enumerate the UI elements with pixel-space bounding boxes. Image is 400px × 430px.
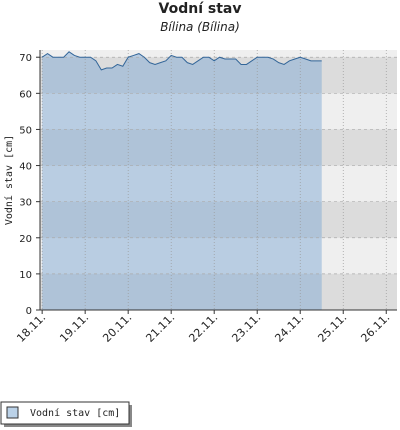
x-tick-label: 26.11. — [358, 311, 392, 345]
band — [40, 201, 397, 238]
band — [40, 273, 397, 310]
x-tick-label: 19.11. — [57, 311, 91, 345]
y-tick-label: 50 — [19, 125, 32, 136]
band — [40, 129, 397, 166]
chart-title: Vodní stav — [159, 1, 242, 17]
y-tick-label: 10 — [19, 270, 32, 281]
chart-subtitle: Bílina (Bílina) — [160, 20, 240, 34]
line — [41, 51, 322, 71]
y-tick-label: 0 — [26, 306, 32, 317]
legend-swatch — [6, 406, 19, 419]
x-tick-label: 25.11. — [315, 311, 349, 345]
area — [42, 51, 322, 311]
y-tick-label: 70 — [19, 53, 32, 64]
legend-label: Vodní stav [cm] — [30, 407, 120, 419]
y-tick-label: 30 — [19, 198, 32, 209]
y-tick-label: 40 — [19, 162, 32, 173]
y-axis-label: Vodní stav [cm] — [3, 135, 15, 225]
legend: Vodní stav [cm] — [0, 401, 132, 427]
x-tick-label: 20.11. — [100, 311, 134, 345]
legend-box — [0, 401, 130, 425]
y-tick-label: 20 — [19, 234, 32, 245]
x-tick-label: 21.11. — [143, 311, 177, 345]
x-tick-label: 22.11. — [186, 311, 220, 345]
band — [40, 57, 397, 94]
x-tick-label: 23.11. — [229, 311, 263, 345]
plot-background — [40, 50, 397, 310]
x-tick-label: 24.11. — [272, 311, 306, 345]
y-tick-label: 60 — [19, 89, 32, 100]
